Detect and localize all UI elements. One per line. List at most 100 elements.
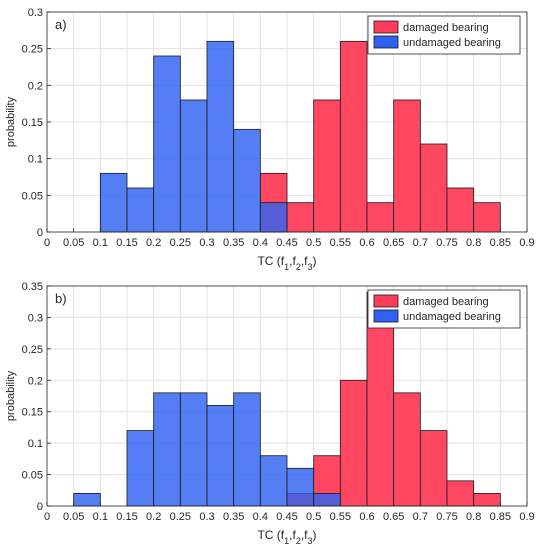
- y-tick-label: 0.15: [22, 117, 43, 129]
- bar-undamaged-bearing: [153, 392, 181, 507]
- x-tick-label: 0.4: [253, 237, 268, 249]
- legend-label-undamaged-bearing: undamaged bearing: [403, 311, 501, 323]
- x-tick-label: 0.45: [276, 237, 297, 249]
- y-axis-label: probability: [5, 370, 17, 421]
- x-tick-label: 0: [44, 237, 50, 249]
- x-tick-label: 0.25: [170, 237, 191, 249]
- bar-undamaged-bearing: [73, 493, 101, 507]
- x-tick-label: 0.55: [330, 511, 351, 523]
- legend-label-undamaged-bearing: undamaged bearing: [403, 37, 501, 49]
- x-axis-label: TC (f1,f2,f3): [257, 528, 316, 546]
- bar-undamaged-bearing: [233, 128, 261, 233]
- legend-swatch-damaged-bearing: [373, 294, 399, 308]
- y-tick-label: 0.2: [28, 375, 43, 387]
- x-tick-label: 0.5: [306, 511, 321, 523]
- x-tick-label: 0.15: [116, 237, 137, 249]
- bar-undamaged-bearing: [99, 172, 128, 233]
- bar-undamaged-bearing: [126, 187, 155, 233]
- x-tick-label: 0.6: [359, 237, 374, 249]
- y-tick-label: 0.1: [28, 154, 43, 166]
- x-axis-label-main: TC (f: [257, 254, 284, 268]
- y-tick-label: 0.25: [22, 44, 43, 56]
- x-axis-label-subscript: 3: [308, 262, 313, 272]
- x-axis-label: TC (f1,f2,f3): [257, 254, 316, 272]
- x-tick-label: 0.8: [466, 511, 481, 523]
- x-axis-label-separator: ): [313, 254, 317, 268]
- x-tick-label: 0.35: [223, 237, 244, 249]
- x-axis-label-main: TC (f: [257, 528, 284, 542]
- y-tick-label: 0.05: [22, 190, 43, 202]
- legend-label-damaged-bearing: damaged bearing: [403, 296, 489, 308]
- bar-damaged-bearing: [339, 379, 368, 507]
- x-tick-label: 0.2: [146, 237, 161, 249]
- x-tick-label: 0.75: [436, 237, 457, 249]
- x-tick-label: 0.85: [490, 237, 511, 249]
- x-axis-label-subscript: 3: [308, 536, 313, 546]
- legend-swatch-damaged-bearing: [373, 20, 399, 34]
- x-tick-label: 0.9: [519, 237, 534, 249]
- bar-undamaged-bearing: [179, 392, 208, 507]
- bar-damaged-bearing: [473, 202, 501, 233]
- x-tick-label: 0.05: [63, 511, 84, 523]
- y-tick-label: 0.35: [22, 281, 43, 293]
- x-tick-label: 0.8: [466, 237, 481, 249]
- x-tick-label: 0.1: [93, 511, 108, 523]
- bar-undamaged-bearing: [286, 467, 315, 507]
- histogram-panel-a: 0 0.05 0.1 0.15 0.2 0.25 0.3 0.35 0.4 0.45 0.5 0.55…: [5, 7, 535, 272]
- panel-label: b): [55, 291, 67, 306]
- x-tick-label: 0.15: [116, 511, 137, 523]
- bar-undamaged-bearing: [259, 202, 288, 233]
- x-tick-label: 0.65: [383, 237, 404, 249]
- y-tick-label: 0.3: [28, 7, 43, 19]
- y-tick-label: 0.05: [22, 470, 43, 482]
- x-axis-label-subscript: 2: [296, 536, 301, 546]
- x-tick-label: 0.9: [519, 511, 534, 523]
- x-tick-label: 0.3: [199, 237, 214, 249]
- bar-undamaged-bearing: [259, 455, 288, 507]
- x-tick-label: 0.4: [253, 511, 268, 523]
- x-tick-label: 0: [44, 511, 50, 523]
- x-tick-label: 0.5: [306, 237, 321, 249]
- bar-damaged-bearing: [419, 430, 448, 507]
- bar-damaged-bearing: [393, 392, 421, 507]
- x-axis-label-subscript: 2: [296, 262, 301, 272]
- x-tick-label: 0.65: [383, 511, 404, 523]
- y-tick-label: 0.1: [28, 438, 43, 450]
- x-tick-label: 0.2: [146, 511, 161, 523]
- bar-undamaged-bearing: [206, 405, 235, 507]
- bar-damaged-bearing: [393, 99, 421, 233]
- x-tick-label: 0.55: [330, 237, 351, 249]
- bar-damaged-bearing: [473, 493, 501, 507]
- x-axis-label-separator: ,f: [289, 528, 296, 542]
- bar-damaged-bearing: [446, 187, 475, 233]
- bar-damaged-bearing: [419, 143, 448, 233]
- bar-damaged-bearing: [339, 40, 368, 233]
- y-tick-label: 0.3: [28, 312, 43, 324]
- bar-undamaged-bearing: [126, 430, 155, 507]
- x-tick-label: 0.7: [413, 511, 428, 523]
- x-tick-label: 0.3: [199, 511, 214, 523]
- bar-undamaged-bearing: [179, 99, 208, 233]
- legend-swatch-undamaged-bearing: [373, 35, 399, 49]
- histogram-panel-b: 0 0.05 0.1 0.15 0.2 0.25 0.3 0.35 0.4 0.45 0.5 0.55…: [5, 281, 535, 546]
- bar-damaged-bearing: [366, 202, 395, 233]
- x-tick-label: 0.05: [63, 237, 84, 249]
- x-axis-label-subscript: 1: [284, 536, 289, 546]
- y-tick-label: 0.2: [28, 80, 43, 92]
- x-tick-label: 0.85: [490, 511, 511, 523]
- x-tick-label: 0.6: [359, 511, 374, 523]
- x-tick-label: 0.7: [413, 237, 428, 249]
- bar-damaged-bearing: [286, 202, 315, 233]
- x-axis-label-separator: ,f: [289, 254, 296, 268]
- bar-undamaged-bearing: [233, 392, 261, 507]
- panel-label: a): [55, 17, 67, 32]
- x-axis-label-separator: ): [313, 528, 317, 542]
- x-tick-label: 0.75: [436, 511, 457, 523]
- x-axis-label-separator: ,f: [301, 254, 308, 268]
- x-axis-label-separator: ,f: [301, 528, 308, 542]
- y-tick-label: 0.25: [22, 344, 43, 356]
- x-axis-label-subscript: 1: [284, 262, 289, 272]
- y-axis-label: probability: [5, 96, 17, 147]
- legend-swatch-undamaged-bearing: [373, 309, 399, 323]
